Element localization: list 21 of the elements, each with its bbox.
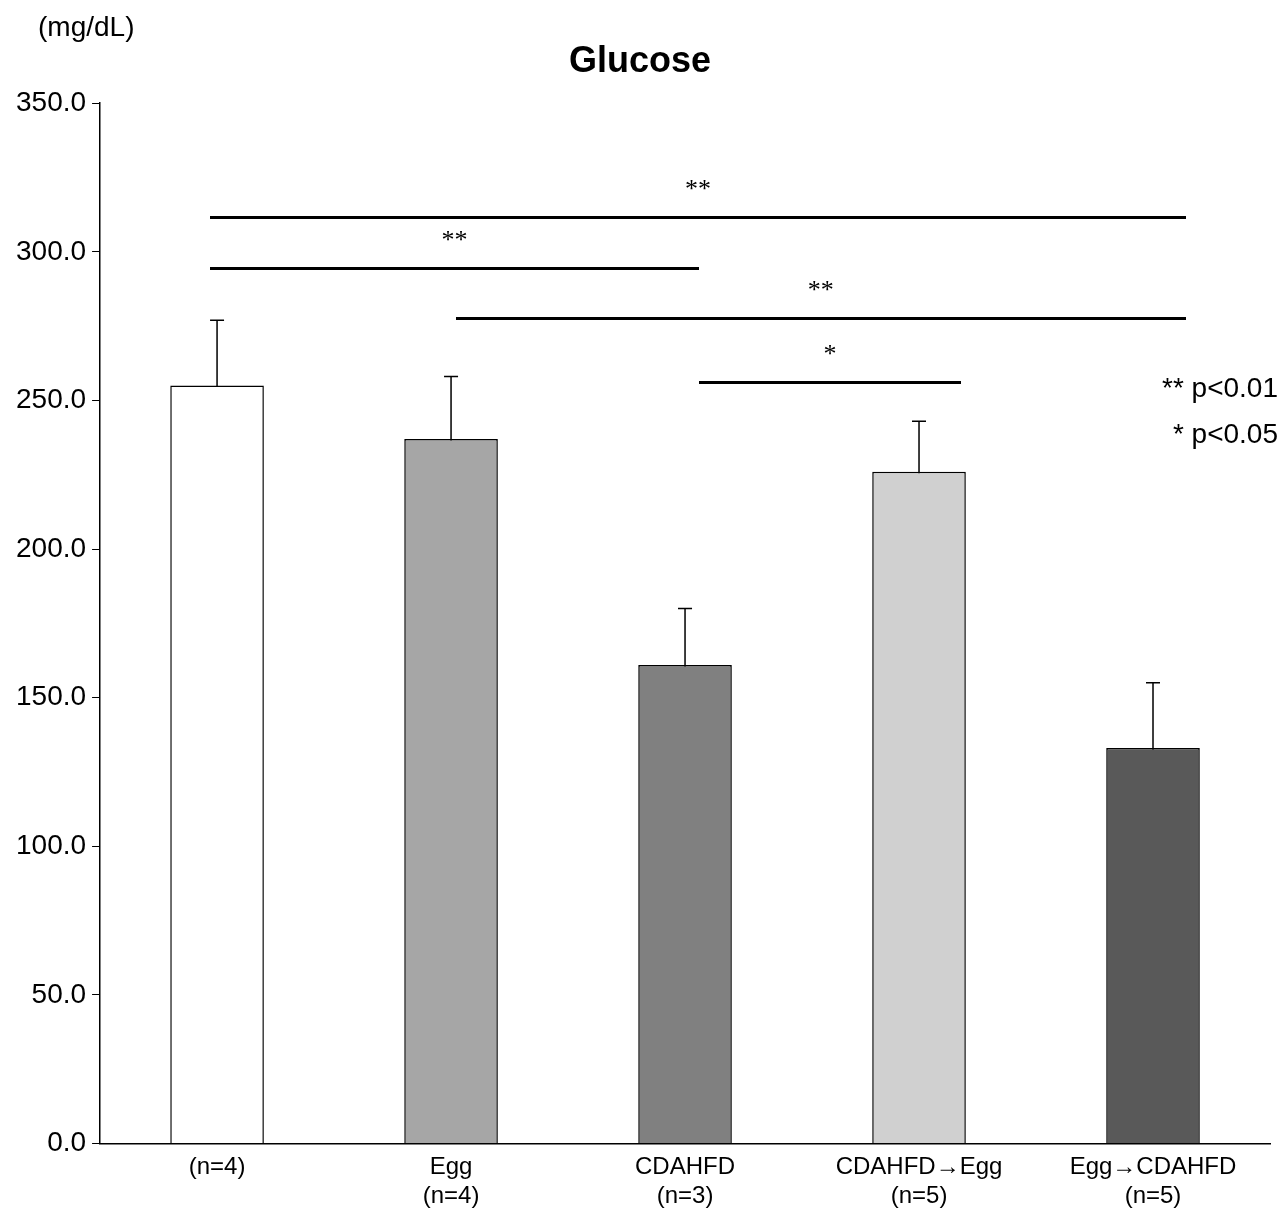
x-tick-label: (n=4) bbox=[188, 1152, 246, 1180]
y-tick-label: 0.0 bbox=[47, 1126, 87, 1158]
annotation: ** bbox=[684, 174, 711, 205]
y-tick-label: 250.0 bbox=[15, 383, 87, 415]
annotation: * bbox=[823, 339, 837, 370]
x-tick-label: CDAHFD (n=3) bbox=[635, 1152, 736, 1209]
y-tick-label: 350.0 bbox=[15, 85, 87, 117]
y-axis-title: (mg/dL) bbox=[38, 10, 135, 42]
y-tick-label: 300.0 bbox=[15, 234, 87, 266]
chart-title: Glucose bbox=[568, 38, 712, 80]
x-tick-label: CDAHFD→Egg (n=5) bbox=[835, 1152, 1003, 1209]
annotation: ** bbox=[441, 224, 468, 255]
y-tick-label: 100.0 bbox=[15, 828, 87, 860]
annotation: ** p<0.01 bbox=[1162, 372, 1278, 404]
y-tick-label: 50.0 bbox=[31, 977, 87, 1009]
y-tick-label: 200.0 bbox=[15, 531, 87, 563]
y-tick-label: 150.0 bbox=[15, 680, 87, 712]
annotation: * p<0.05 bbox=[1172, 418, 1278, 450]
x-tick-label: Egg (n=4) bbox=[422, 1152, 480, 1209]
x-tick-label: Egg→CDAHFD (n=5) bbox=[1069, 1152, 1237, 1209]
annotation: ** bbox=[807, 275, 834, 306]
